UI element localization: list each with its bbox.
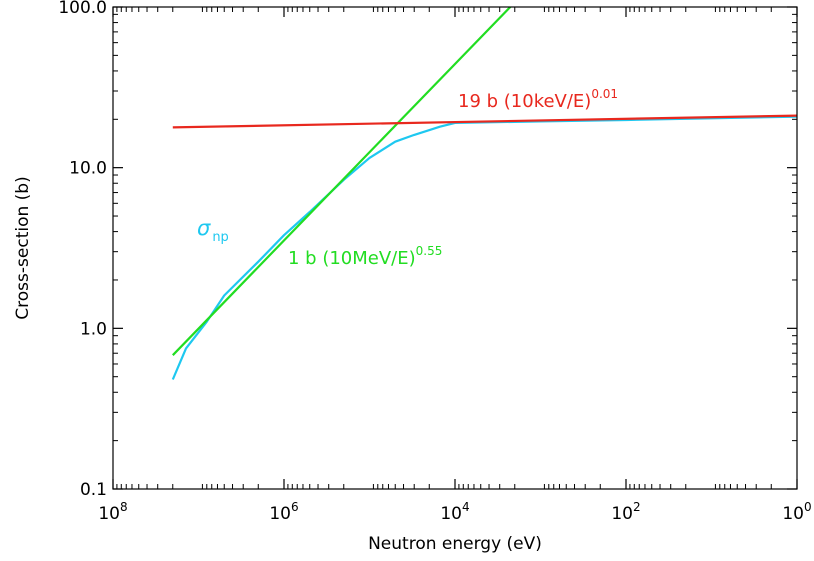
red-power-law-line [172, 114, 797, 129]
x-axis-title: Neutron energy (eV) [368, 534, 542, 554]
x-tick-label: 106 [269, 500, 298, 524]
y-tick-label: 10.0 [69, 159, 107, 179]
green-fit-exponent: 0.55 [416, 244, 443, 258]
red-fit-annotation: 19 b (10keV/E)0.01 [458, 87, 618, 112]
y-axis-title: Cross-section (b) [13, 176, 33, 319]
green-power-law-line [172, 7, 512, 356]
sigma-np-annotation: σ np [197, 216, 229, 245]
y-tick-label: 100.0 [58, 0, 107, 18]
x-tick-label: 104 [440, 500, 469, 524]
sigma-np-curve [171, 115, 797, 380]
red-fit-label: 19 b (10keV/E) [458, 91, 591, 112]
x-tick-label: 102 [611, 500, 640, 524]
green-fit-annotation: 1 b (10MeV/E)0.55 [288, 244, 442, 269]
plot-frame [112, 6, 798, 490]
red-fit-exponent: 0.01 [591, 87, 618, 101]
y-tick-label: 0.1 [80, 480, 107, 500]
axes-layer: 0.1 1.0 10.0 100.0 108 106 104 102 100 [58, 0, 811, 524]
sigma-symbol: σ [197, 216, 211, 240]
sigma-subscript: np [212, 230, 229, 245]
y-tick-label: 1.0 [80, 319, 107, 339]
x-tick-label: 108 [98, 500, 127, 524]
series-layer [171, 7, 797, 380]
x-tick-label: 100 [782, 500, 811, 524]
green-fit-label: 1 b (10MeV/E) [288, 248, 416, 269]
